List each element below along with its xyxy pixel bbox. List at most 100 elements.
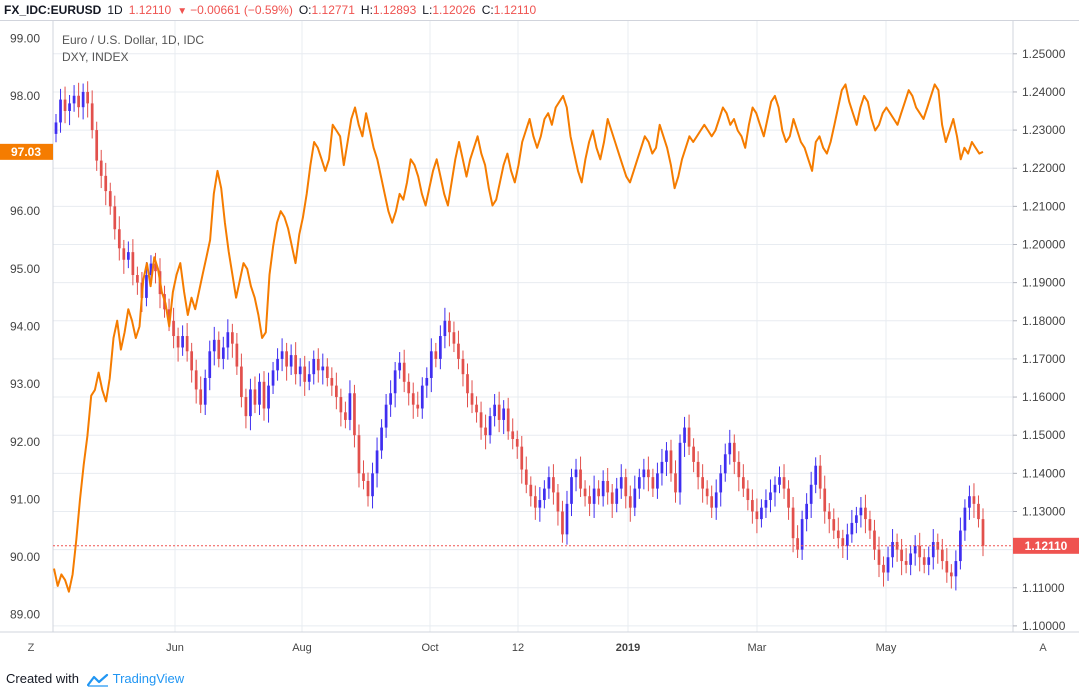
candle-body [136,275,139,283]
candle-body [371,473,374,497]
candle-body [755,511,759,520]
zoom-button-label[interactable]: Z [28,642,35,654]
candle [113,195,117,240]
legend-overlay[interactable]: DXY, INDEX [62,50,128,64]
candle-body [746,488,750,501]
candle [710,485,714,518]
candle [574,458,578,492]
candle [556,484,560,526]
candle [249,378,252,431]
right-tick-label: 1.19000 [1022,276,1066,290]
candle [705,480,709,505]
candle-body [597,488,600,497]
candle-body [642,469,646,478]
candle [904,548,908,574]
candle [434,342,438,368]
candle-body [443,320,447,337]
candle [977,495,980,528]
candle [737,451,741,492]
candle-body [859,507,863,516]
candle [72,85,76,112]
candle-body [959,530,962,562]
candle [561,500,564,543]
candle-body [660,461,664,474]
candle-body [836,530,840,539]
price-chart[interactable]: 99.0098.0097.0096.0095.0094.0093.0092.00… [0,20,1079,660]
candle [303,355,307,396]
candle-body [669,450,673,474]
candle-body [529,484,533,497]
tradingview-link[interactable]: TradingView [112,671,185,686]
candle-body [873,530,876,550]
candle [416,391,420,417]
last-price: 1.12110 [128,3,172,17]
candle [443,307,447,349]
candle-body [99,160,103,176]
candle-body [909,553,913,565]
candle [868,510,872,539]
interval-label[interactable]: 1D [107,3,123,17]
candle-body [628,496,632,508]
candle-body [90,103,94,131]
candle-body [674,473,677,493]
candle [95,121,99,171]
candle-body [633,488,637,508]
candle [253,376,257,414]
candle-body [325,366,329,378]
candle [420,377,424,419]
candle-body [552,477,555,493]
candle [221,336,225,370]
candle [203,369,207,415]
low-value: 1.12026 [432,3,476,17]
candle-body [208,351,212,378]
candle-body [637,477,641,489]
candle [968,485,971,520]
auto-scale-button-label[interactable]: A [1039,642,1047,654]
candle [701,464,704,503]
candle [741,464,745,497]
candle [208,340,212,391]
candle-body [601,480,605,497]
candle [954,550,958,591]
left-axis[interactable]: 99.0098.0097.0096.0095.0094.0093.0092.00… [10,31,40,621]
candle [104,162,108,206]
candle [940,538,944,570]
symbol-label[interactable]: FX_IDC:EURUSD [4,3,102,17]
candle-body [398,362,402,371]
candle-body [298,366,302,375]
candle [606,467,610,505]
candle-body [244,397,248,417]
candle [601,470,605,507]
time-tick-label: Mar [748,642,767,654]
candle-body [882,564,885,573]
zoom-button[interactable]: Z [20,638,42,656]
candle-body [610,492,614,504]
candle-body [240,366,243,398]
candle-body [493,404,496,417]
candle [298,358,302,387]
time-axis[interactable]: Jun Aug Oct 12 2019 Mar May [166,642,897,654]
candle [470,380,474,414]
legend-main[interactable]: Euro / U.S. Dollar, 1D, IDC [62,33,204,47]
candle-body [977,503,980,520]
candle [547,466,551,499]
candle-body [488,416,492,436]
candle-body [425,377,429,386]
candle [692,438,695,473]
auto-scale-button[interactable]: A [1032,638,1054,656]
right-tick-label: 1.11000 [1022,581,1065,595]
candle [660,448,664,486]
candle [949,564,953,589]
candle-body [276,358,279,371]
candle-body [122,248,126,260]
candle-body [502,408,506,420]
candle [353,384,356,448]
candle-body [968,496,971,508]
candle-body [931,541,935,558]
right-tick-label: 1.10000 [1022,619,1066,633]
candle [827,503,831,534]
candle [258,373,261,415]
candle [384,394,388,438]
right-axis[interactable]: 1.25000 1.24000 1.23000 1.22000 1.21000 1.200… [1013,47,1066,633]
candle [86,81,90,118]
